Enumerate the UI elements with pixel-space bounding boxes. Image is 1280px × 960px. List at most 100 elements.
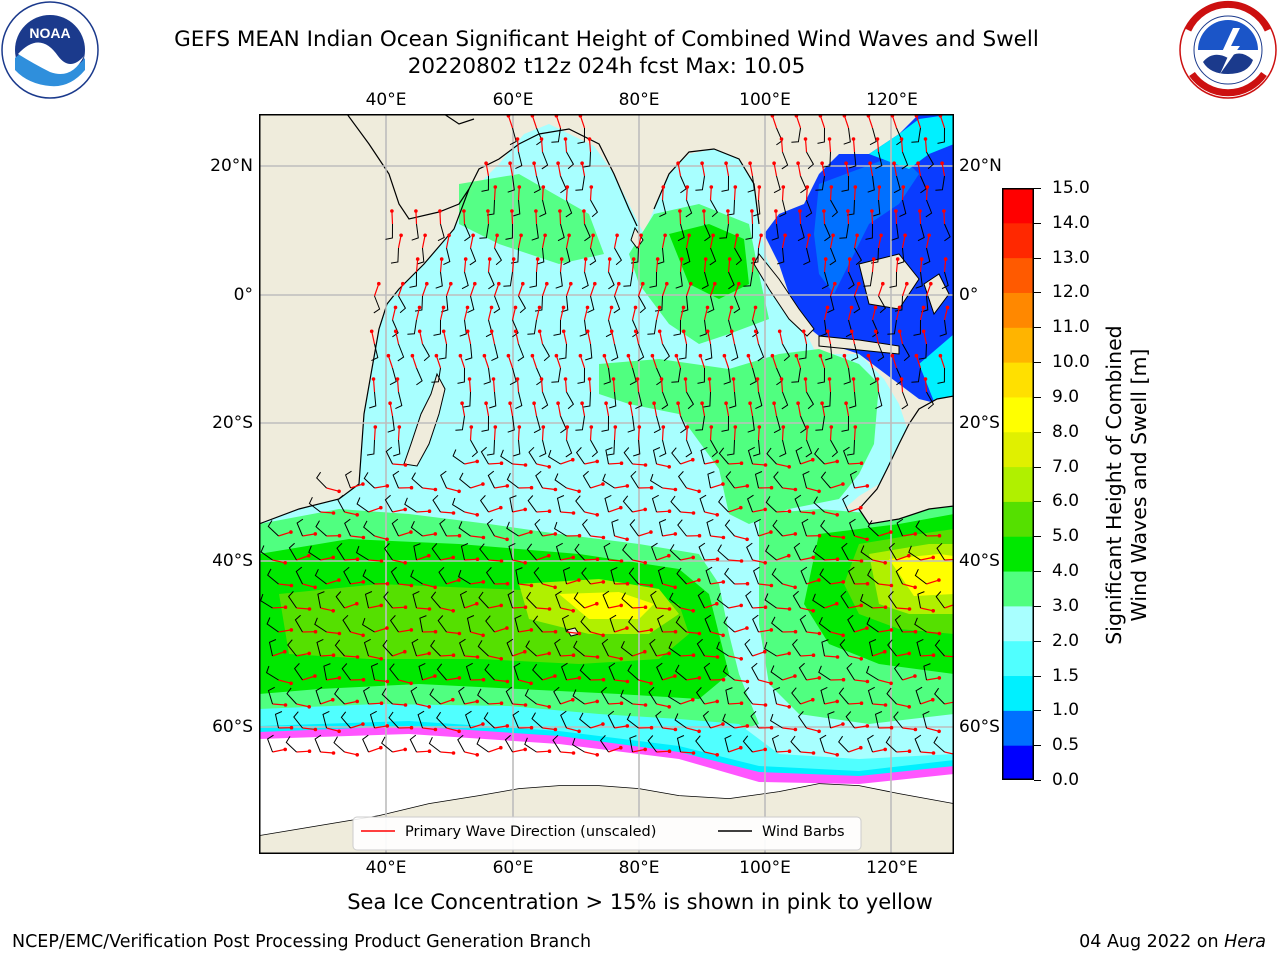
wave-direction-arrow [771, 115, 778, 129]
wave-direction-arrow [751, 210, 754, 225]
wind-barb [507, 590, 515, 609]
wave-arrow-head [865, 679, 870, 684]
wind-barb [667, 689, 681, 705]
wave-direction-arrow [511, 307, 517, 321]
wave-arrow-head [633, 329, 638, 334]
wave-direction-arrow [566, 727, 580, 732]
wind-barb [560, 175, 567, 194]
wave-direction-arrow [464, 751, 478, 756]
colorbar-segment [1002, 466, 1034, 502]
wave-arrow-head [283, 561, 287, 565]
wave-direction-arrow [776, 463, 790, 468]
wave-direction-arrow [440, 751, 454, 754]
wind-barb [674, 713, 687, 729]
wind-barb [334, 639, 345, 657]
wave-arrow-head [865, 537, 869, 542]
wave-arrow-head [733, 185, 738, 189]
wind-barb [458, 638, 466, 657]
wave-arrow-head [825, 305, 830, 310]
wave-arrow-head [661, 425, 666, 429]
wave-arrow-head [361, 722, 365, 726]
wave-arrow-head [556, 161, 560, 165]
wave-arrow-head [859, 461, 864, 466]
wave-arrow-head [729, 329, 734, 334]
wave-arrow-head [661, 185, 666, 189]
wave-direction-arrow [752, 651, 765, 657]
wave-arrow-head [537, 305, 542, 310]
wind-barb [285, 736, 297, 753]
wave-direction-arrow [829, 235, 834, 249]
wave-arrow-head [907, 607, 912, 611]
wave-arrow-head [807, 233, 811, 238]
wave-direction-arrow [398, 679, 412, 684]
wave-arrow-head [943, 257, 948, 261]
wave-direction-arrow [632, 508, 646, 513]
wave-direction-arrow [416, 555, 429, 561]
wind-barb [707, 471, 715, 489]
wave-arrow-head [681, 329, 686, 334]
wind-barb [628, 615, 639, 633]
wind-barb [373, 295, 381, 314]
wave-direction-arrow [943, 259, 947, 273]
wind-barb [937, 127, 945, 144]
wind-barb [369, 710, 377, 729]
wave-arrow-head [571, 751, 576, 755]
wind-barb [914, 617, 927, 633]
wave-direction-arrow [445, 283, 452, 297]
wave-direction-arrow [590, 723, 604, 729]
wave-direction-arrow [752, 463, 766, 466]
wind-barb [911, 127, 921, 143]
wind-barb [296, 518, 304, 537]
wave-direction-arrow [607, 259, 611, 273]
wind-barb [599, 735, 609, 753]
colorbar-tick-mark [1034, 257, 1041, 259]
wind-barb [623, 271, 633, 287]
wave-direction-arrow [608, 462, 622, 465]
wave-direction-arrow [899, 331, 904, 345]
wind-barb [635, 391, 643, 410]
wave-arrow-head [619, 745, 623, 750]
wave-arrow-head [541, 185, 546, 189]
wave-direction-arrow [493, 235, 498, 249]
wind-barb [779, 199, 787, 218]
wave-direction-arrow [302, 533, 316, 537]
wave-arrow-head [811, 609, 815, 613]
lon-label-top: 60°E [492, 90, 534, 110]
wave-direction-arrow [584, 655, 598, 658]
wave-direction-arrow [902, 727, 916, 731]
wave-direction-arrow [326, 727, 340, 732]
colorbar-tick-mark [1034, 501, 1041, 503]
wave-direction-arrow [535, 259, 539, 273]
wind-barb [917, 223, 925, 242]
wave-direction-arrow [653, 403, 658, 417]
wave-direction-arrow [853, 426, 856, 441]
wave-arrow-head [523, 507, 527, 512]
wave-arrow-head [770, 353, 775, 358]
wave-arrow-head [921, 305, 926, 310]
wind-barb [603, 367, 611, 385]
wave-arrow-head [841, 535, 846, 540]
chart-subtitle: 20220802 t12z 024h fcst Max: 10.05 [407, 54, 806, 79]
wind-barb [817, 127, 825, 144]
wave-arrow-head [506, 353, 511, 358]
wave-direction-arrow [416, 703, 430, 708]
wave-arrow-head [433, 585, 437, 590]
wave-arrow-head [907, 553, 911, 558]
wave-direction-arrow [704, 558, 718, 561]
wave-arrow-head [750, 209, 754, 213]
wave-direction-arrow [374, 485, 388, 489]
wave-direction-arrow [662, 533, 676, 537]
credit-host: Hera [1224, 932, 1266, 952]
wave-direction-arrow [872, 748, 886, 753]
wind-barb [814, 447, 825, 465]
wave-arrow-head [625, 581, 630, 586]
wind-barb [799, 614, 807, 633]
wave-direction-arrow [459, 355, 466, 369]
wind-barb [267, 520, 279, 537]
wave-arrow-head [554, 353, 559, 358]
wave-arrow-head [811, 751, 816, 755]
colorbar-tick-mark [1034, 431, 1041, 433]
wave-direction-arrow [590, 483, 604, 489]
wind-barb [560, 710, 567, 729]
wind-barb [700, 446, 708, 465]
